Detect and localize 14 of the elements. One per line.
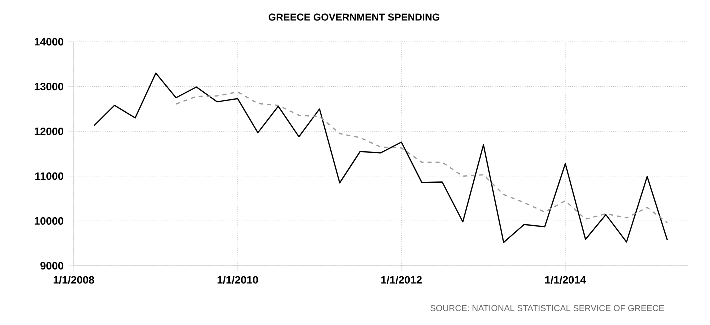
y-tick-label: 9000: [40, 262, 64, 270]
y-tick-label: 12000: [34, 128, 64, 136]
x-tick-label: 1/1/2012: [382, 276, 422, 284]
chart-title: GREECE GOVERNMENT SPENDING: [268, 14, 440, 21]
y-tick-label: 11000: [36, 172, 64, 180]
line-series: [176, 92, 668, 224]
x-tick-label: 1/1/2014: [545, 276, 586, 284]
line-series: [94, 72, 668, 244]
x-tick-label: 1/1/2008: [54, 276, 94, 284]
y-tick-label: 14000: [34, 38, 64, 46]
source-note: SOURCE: NATIONAL STATISTICAL SERVICE OF GREECE: [430, 305, 664, 312]
x-tick-label: 1/1/2010: [218, 276, 258, 284]
y-tick-label: 10000: [34, 217, 64, 225]
y-tick-label: 13000: [34, 83, 64, 91]
